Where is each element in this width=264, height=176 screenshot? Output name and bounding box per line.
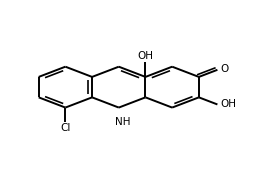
Text: OH: OH <box>220 99 236 109</box>
Text: NH: NH <box>115 117 130 127</box>
Text: Cl: Cl <box>60 123 70 133</box>
Text: O: O <box>220 64 229 74</box>
Text: OH: OH <box>138 51 153 61</box>
